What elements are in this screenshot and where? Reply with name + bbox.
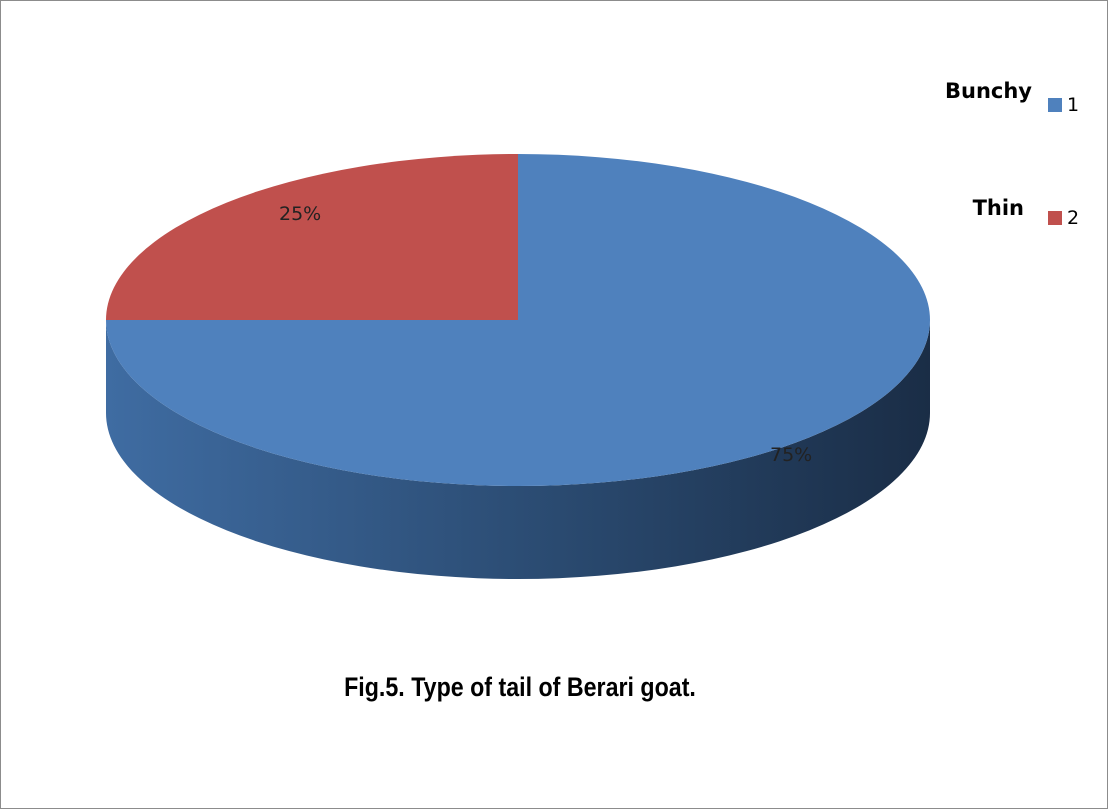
slice-label-1: 75% <box>770 444 813 466</box>
pie-side-1 <box>106 320 930 579</box>
legend-swatch-2 <box>1048 211 1062 225</box>
pie-slice-2 <box>106 154 518 320</box>
legend-category-thin: Thin <box>972 196 1024 220</box>
slice-label-2: 25% <box>279 203 322 225</box>
legend-key-1: 1 <box>1067 94 1080 116</box>
legend-key-2: 2 <box>1067 207 1080 229</box>
legend-category-bunchy: Bunchy <box>945 79 1032 103</box>
legend-swatch-1 <box>1048 98 1062 112</box>
figure-caption: Fig.5. Type of tail of Berari goat. <box>344 672 696 702</box>
